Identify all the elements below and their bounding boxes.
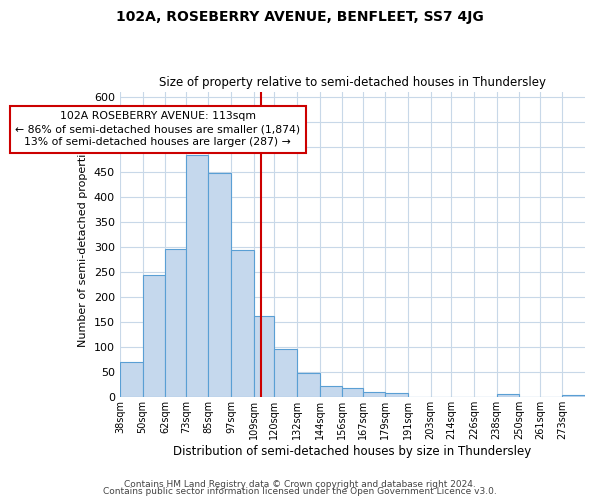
Bar bbox=[208, 173, 231, 397]
Bar bbox=[320, 386, 342, 397]
Bar bbox=[342, 388, 363, 397]
Bar bbox=[562, 396, 585, 397]
Title: Size of property relative to semi-detached houses in Thundersley: Size of property relative to semi-detach… bbox=[159, 76, 546, 90]
Text: Contains HM Land Registry data © Crown copyright and database right 2024.: Contains HM Land Registry data © Crown c… bbox=[124, 480, 476, 489]
Bar bbox=[143, 276, 165, 397]
Text: 102A, ROSEBERRY AVENUE, BENFLEET, SS7 4JG: 102A, ROSEBERRY AVENUE, BENFLEET, SS7 4J… bbox=[116, 10, 484, 24]
Bar bbox=[363, 392, 385, 397]
Bar bbox=[254, 316, 274, 397]
Bar bbox=[274, 349, 297, 397]
Text: 102A ROSEBERRY AVENUE: 113sqm
← 86% of semi-detached houses are smaller (1,874)
: 102A ROSEBERRY AVENUE: 113sqm ← 86% of s… bbox=[15, 111, 300, 148]
Bar bbox=[497, 394, 519, 397]
Y-axis label: Number of semi-detached properties: Number of semi-detached properties bbox=[79, 142, 88, 348]
Bar bbox=[231, 250, 254, 397]
Bar bbox=[165, 250, 186, 397]
Bar bbox=[186, 154, 208, 397]
Text: Contains public sector information licensed under the Open Government Licence v3: Contains public sector information licen… bbox=[103, 487, 497, 496]
Bar bbox=[385, 393, 408, 397]
X-axis label: Distribution of semi-detached houses by size in Thundersley: Distribution of semi-detached houses by … bbox=[173, 444, 532, 458]
Bar bbox=[297, 373, 320, 397]
Bar bbox=[120, 362, 143, 397]
